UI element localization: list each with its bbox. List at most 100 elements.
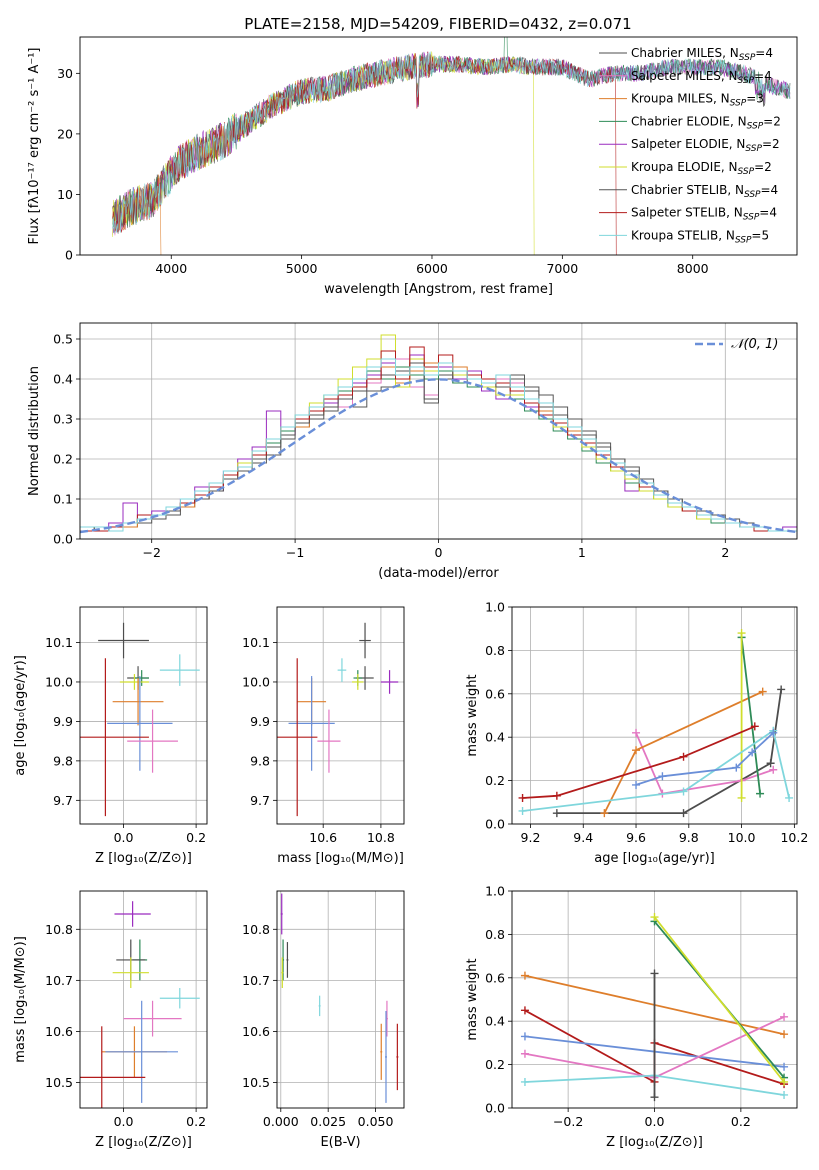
x-tick-label: 0.000 (263, 1114, 299, 1129)
weight-marker (679, 752, 688, 761)
weight-marker (650, 1093, 659, 1102)
y-tick-label: 9.8 (250, 753, 270, 768)
weight-marker (520, 1006, 529, 1015)
mass-vs-ebv-panel: 0.000 0.025 0.050 10.5 10.6 10.7 10.8 E(B-V) (242, 890, 405, 1150)
y-tick-label: 0.2 (485, 773, 505, 788)
y-tick-label: 10.7 (45, 973, 73, 988)
axes-frame (276, 606, 405, 825)
y-tick-label: 10.5 (242, 1075, 270, 1090)
y-tick-label: 20 (57, 126, 73, 141)
x-tick-label: 9.8 (679, 830, 699, 845)
residuals-legend: 𝒩(0, 1) (695, 337, 778, 352)
weight-marker (769, 765, 778, 774)
weight-marker (777, 685, 786, 694)
spectrum-lines (112, 37, 791, 255)
weight-marker (732, 763, 741, 772)
weight-marker (518, 806, 527, 815)
x-tick-label: 0 (435, 545, 443, 560)
y-tick-label: 10.8 (242, 922, 270, 937)
x-tick-label: 0.0 (645, 1114, 665, 1129)
histogram-series (80, 334, 797, 534)
y-axis-label: Flux [fλ10⁻¹⁷ erg cm⁻² s⁻¹ A⁻¹] (27, 48, 42, 245)
residuals-panel: −2 −1 0 1 2 0.0 0.1 0.2 0.3 0.4 0.5 (data-model)/er… (27, 322, 798, 581)
y-axis-label: mass weight (465, 674, 480, 756)
legend-entry: Salpeter ELODIE, NSSP=2 (631, 137, 780, 154)
y-tick-label: 9.9 (53, 714, 73, 729)
x-tick-label: 7000 (546, 261, 578, 276)
y-tick-label: 0.0 (53, 532, 73, 547)
weight-marker (520, 1077, 529, 1086)
weight-marker (737, 629, 746, 638)
x-tick-label: 9.2 (521, 830, 541, 845)
weight-marker (632, 746, 641, 755)
y-tick-label: 10 (57, 187, 73, 202)
x-tick-label: 10.0 (728, 830, 756, 845)
weight-vs-age-panel: 9.2 9.4 9.6 9.8 10.0 10.2 0.0 0.2 0.4 0.6 0.8 1.0 ag… (465, 600, 808, 867)
y-axis-label: mass [log₁₀(M/M⊙)] (13, 936, 28, 1063)
y-tick-label: 10.1 (45, 635, 73, 650)
weight-marker (780, 1090, 789, 1099)
x-tick-label: 4000 (155, 261, 187, 276)
axes-frame (79, 890, 208, 1109)
spectrum-line (112, 51, 791, 234)
weight-lines (520, 913, 789, 1102)
y-tick-label: 9.7 (53, 793, 73, 808)
y-tick-label: 0 (65, 248, 73, 263)
weight-marker (552, 791, 561, 800)
x-axis-label: Z [log₁₀(Z/Z⊙)] (95, 1135, 192, 1150)
weight-marker (632, 780, 641, 789)
x-axis-label: mass [log₁₀(M/M⊙)] (277, 851, 404, 866)
y-tick-label: 0.8 (485, 643, 505, 658)
x-axis-label: wavelength [Angstrom, rest frame] (324, 282, 553, 297)
x-tick-label: 0.2 (731, 1114, 751, 1129)
weight-marker (552, 809, 561, 818)
y-tick-label: 10.0 (242, 674, 270, 689)
legend-entry: Salpeter MILES, NSSP=4 (631, 69, 772, 86)
y-tick-label: 0.3 (53, 412, 73, 427)
x-tick-label: 5000 (286, 261, 318, 276)
weight-marker (756, 789, 765, 798)
x-tick-label: 10.2 (780, 830, 808, 845)
x-tick-label: 1 (578, 545, 586, 560)
weight-marker (780, 1012, 789, 1021)
weight-line (635, 732, 774, 795)
weight-line (522, 725, 756, 799)
weight-marker (785, 793, 794, 802)
x-tick-label: 2 (721, 545, 729, 560)
mass-vs-metallicity-panel: 0.0 0.2 10.5 10.6 10.7 10.8 Z [log₁₀(Z/Z⊙)] mas… (13, 890, 208, 1150)
x-tick-label: −0.2 (553, 1114, 583, 1129)
weight-marker (679, 787, 688, 796)
weight-marker (518, 793, 527, 802)
x-tick-label: 10.8 (367, 830, 395, 845)
weight-marker (520, 971, 529, 980)
weight-line (653, 916, 785, 1083)
x-tick-label: 0.2 (186, 1114, 206, 1129)
y-tick-label: 0.5 (53, 332, 73, 347)
y-tick-label: 1.0 (485, 600, 505, 615)
weight-marker (766, 759, 775, 768)
errorbar-points (80, 901, 200, 1108)
errorbar-points (280, 893, 399, 1103)
x-tick-label: 0.0 (114, 1114, 134, 1129)
normal-curve (80, 378, 797, 534)
axes-frame (511, 606, 798, 825)
weight-marker (750, 722, 759, 731)
y-tick-label: 0.6 (485, 686, 505, 701)
y-tick-label: 10.1 (242, 635, 270, 650)
weight-vs-metallicity-panel: −0.2 0.0 0.2 0.0 0.2 0.4 0.6 0.8 1.0 Z [log₁₀(Z/Z… (465, 884, 798, 1150)
age-vs-mass-panel: 10.6 10.8 9.7 9.8 9.9 10.0 10.1 mass [log₁₀(M/M… (242, 606, 405, 866)
axes-frame (276, 890, 405, 1109)
legend-entry: Chabrier MILES, NSSP=4 (631, 46, 773, 63)
legend-entry: Kroupa STELIB, NSSP=5 (631, 228, 769, 245)
x-tick-label: 9.4 (573, 830, 593, 845)
y-tick-label: 0.4 (53, 372, 73, 387)
x-tick-label: 0.0 (114, 830, 134, 845)
x-axis-label: (data-model)/error (378, 566, 499, 581)
weight-line (556, 689, 783, 814)
axes-frame (511, 890, 798, 1109)
weight-marker (650, 969, 659, 978)
y-axis-label: age [log₁₀(age/yr)] (13, 655, 28, 776)
errorbar-points (80, 622, 200, 817)
weight-marker (758, 687, 767, 696)
